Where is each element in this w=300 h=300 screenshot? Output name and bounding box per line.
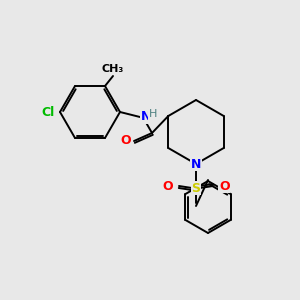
Text: O: O	[120, 134, 131, 148]
Text: H: H	[149, 109, 158, 119]
Text: CH₃: CH₃	[102, 64, 124, 74]
Text: N: N	[141, 110, 152, 124]
Text: Cl: Cl	[42, 106, 55, 118]
Text: S: S	[191, 182, 200, 194]
Text: O: O	[219, 179, 230, 193]
Text: O: O	[162, 179, 173, 193]
Text: N: N	[191, 158, 201, 170]
